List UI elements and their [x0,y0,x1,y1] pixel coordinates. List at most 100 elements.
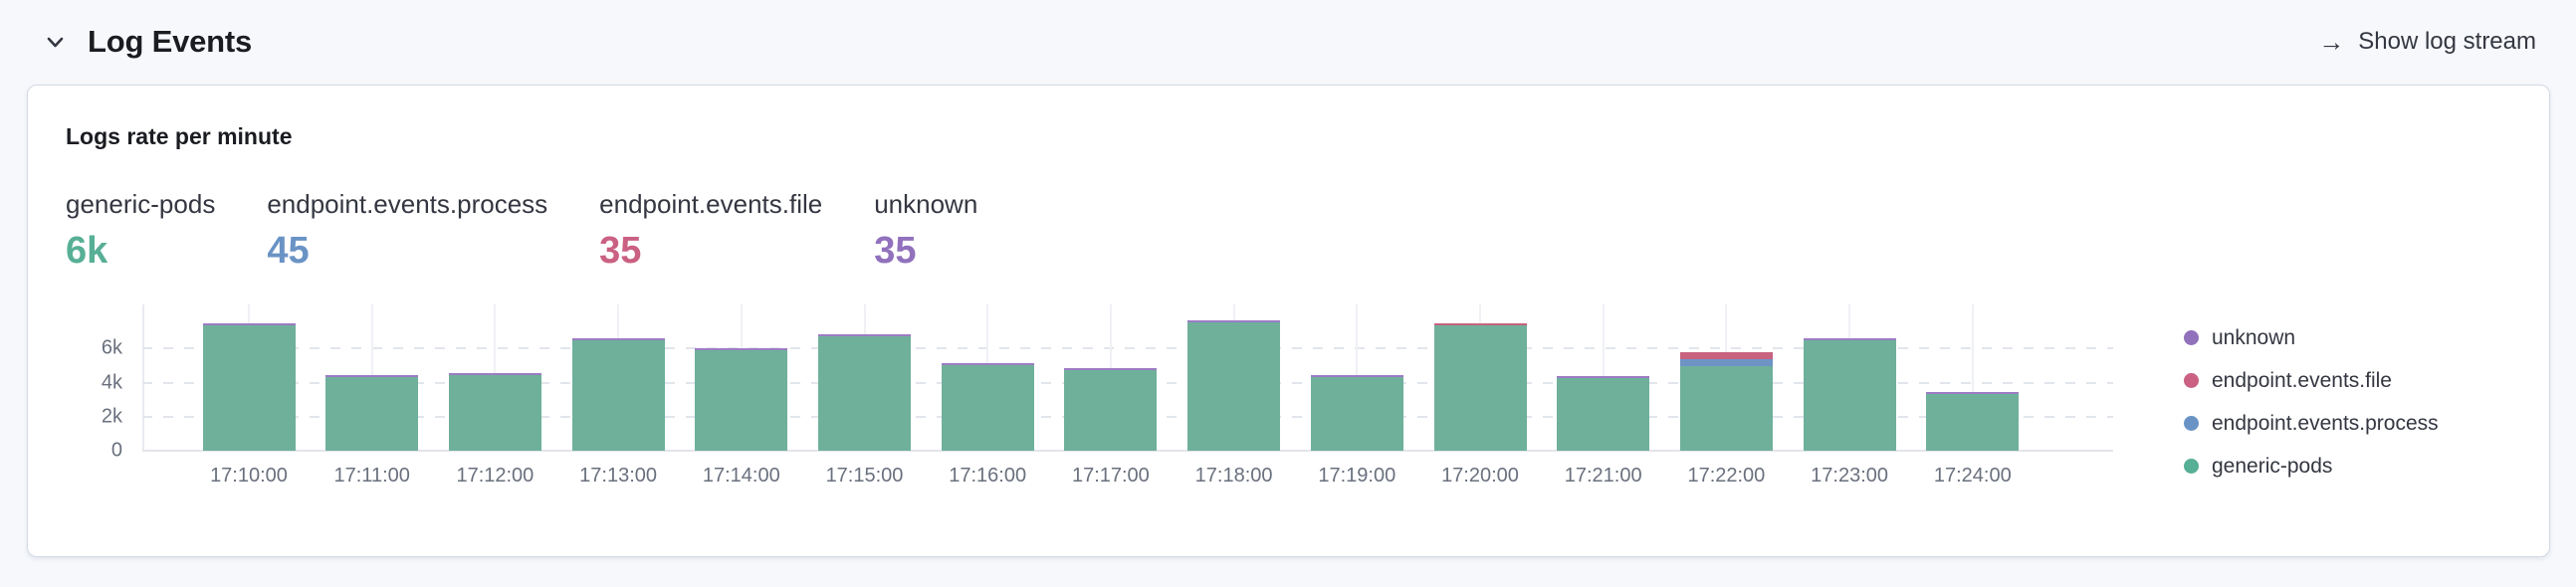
y-tick-label: 4k [101,371,122,394]
bar-segment-unknown [448,373,541,375]
x-tick-label: 17:23:00 [1811,465,1889,487]
bar-17:24:00[interactable] [1926,392,2020,451]
bar-17:16:00[interactable] [941,363,1034,451]
bar-segment-generic-pods [695,350,788,451]
x-tick-label: 17:10:00 [210,465,288,487]
stat-unknown: unknown 35 [874,189,977,270]
x-tick-label: 17:14:00 [702,465,780,487]
stat-label: unknown [874,189,978,219]
logs-rate-panel: Logs rate per minute generic-pods 6k endpo… [27,85,2550,557]
stats-row: generic-pods 6k endpoint.events.process 45 e… [66,189,977,270]
legend-item-endpoint.events.file[interactable]: endpoint.events.file [2184,359,2439,402]
stat-label: endpoint.events.file [599,189,823,219]
show-log-stream-label: Show log stream [2358,28,2536,55]
stat-value: 45 [267,230,310,272]
x-tick-label: 17:19:00 [1318,465,1396,487]
bar-17:11:00[interactable] [325,375,419,451]
stat-label: generic-pods [66,189,216,219]
bar-segment-unknown [325,375,419,377]
bar-segment-endpoint.events.file [1679,352,1773,359]
bar-segment-unknown [1803,338,1896,340]
bar-segment-unknown [941,363,1034,365]
x-tick-label: 17:17:00 [1071,465,1150,487]
bar-segment-unknown [1557,376,1650,378]
bar-segment-unknown [202,323,296,325]
stat-value: 6k [66,230,108,272]
stat-generic-pods: generic-pods 6k [66,189,215,270]
bar-segment-unknown [695,348,788,350]
bar-segment-generic-pods [818,336,911,451]
bar-segment-unknown [1064,368,1158,370]
chevron-down-icon[interactable] [40,27,70,57]
x-axis-line [142,450,2113,452]
bar-segment-generic-pods [325,377,419,451]
x-tick-label: 17:16:00 [949,465,1027,487]
legend-label: endpoint.events.process [2212,411,2439,435]
bar-segment-generic-pods [1064,370,1158,451]
bar-segment-generic-pods [1926,394,2020,451]
y-tick-label: 2k [101,405,122,428]
log-events-section-header: Log Events → Show log stream [0,0,2576,84]
legend-dot-icon [2184,330,2199,345]
y-tick-label: 0 [110,439,122,462]
legend-dot-icon [2184,459,2199,474]
bar-17:18:00[interactable] [1187,320,1281,451]
x-tick-label: 17:24:00 [1933,465,2012,487]
bar-17:20:00[interactable] [1433,323,1527,451]
stat-endpoint.events.file: endpoint.events.file 35 [599,189,822,270]
y-tick-label: 6k [101,336,122,359]
bar-segment-generic-pods [571,340,665,451]
show-log-stream-link[interactable]: → Show log stream [2318,28,2536,56]
x-tick-label: 17:13:00 [579,465,658,487]
legend-label: endpoint.events.file [2212,368,2392,392]
bar-segment-unknown [1926,392,2020,394]
legend-item-generic-pods[interactable]: generic-pods [2184,445,2439,488]
legend-label: generic-pods [2212,454,2333,478]
bar-17:12:00[interactable] [448,373,541,451]
bar-17:22:00[interactable] [1679,352,1773,451]
x-tick-label: 17:20:00 [1441,465,1519,487]
bar-17:17:00[interactable] [1064,368,1158,451]
legend-dot-icon [2184,373,2199,388]
bar-segment-generic-pods [1187,322,1281,451]
log-events-accordion-toggle[interactable]: Log Events [40,24,252,60]
x-tick-label: 17:21:00 [1564,465,1642,487]
arrow-right-icon: → [2318,27,2345,57]
bar-17:10:00[interactable] [202,323,296,451]
bar-17:13:00[interactable] [571,338,665,451]
plot-area[interactable]: 0 2k 4k 6k 17:10:00 17:11:00 17:12:00 17:13:00 1… [102,304,2113,487]
stat-endpoint.events.process: endpoint.events.process 45 [267,189,547,270]
bar-17:15:00[interactable] [818,334,911,451]
stat-value: 35 [599,230,642,272]
y-axis-line [142,304,144,451]
h-gridline [142,347,2113,350]
x-tick-label: 17:15:00 [825,465,904,487]
bar-segment-generic-pods [941,365,1034,451]
bar-17:19:00[interactable] [1310,375,1403,451]
bar-segment-generic-pods [1310,377,1403,451]
bar-17:23:00[interactable] [1803,338,1896,451]
legend-item-unknown[interactable]: unknown [2184,316,2439,359]
bar-17:14:00[interactable] [695,348,788,451]
x-tick-label: 17:12:00 [456,465,535,487]
x-tick-label: 17:11:00 [333,465,410,487]
chart-legend: unknown endpoint.events.file endpoint.even… [2184,316,2439,488]
legend-dot-icon [2184,416,2199,431]
bar-segment-generic-pods [1433,325,1527,451]
legend-item-endpoint.events.process[interactable]: endpoint.events.process [2184,402,2439,445]
bar-segment-unknown [1187,320,1281,322]
bar-segment-endpoint.events.process [1679,359,1773,366]
v-gridline [1971,304,1974,451]
chart-title: Logs rate per minute [66,123,293,149]
stat-value: 35 [874,230,917,272]
bar-segment-unknown [1310,375,1403,377]
bar-17:21:00[interactable] [1557,376,1650,451]
stat-label: endpoint.events.process [267,189,548,219]
bar-segment-endpoint.events.file [1433,323,1527,325]
x-tick-label: 17:22:00 [1687,465,1766,487]
bar-segment-unknown [571,338,665,340]
bar-segment-generic-pods [1679,366,1773,451]
x-tick-label: 17:18:00 [1194,465,1273,487]
legend-label: unknown [2212,325,2296,349]
bar-segment-unknown [818,334,911,336]
